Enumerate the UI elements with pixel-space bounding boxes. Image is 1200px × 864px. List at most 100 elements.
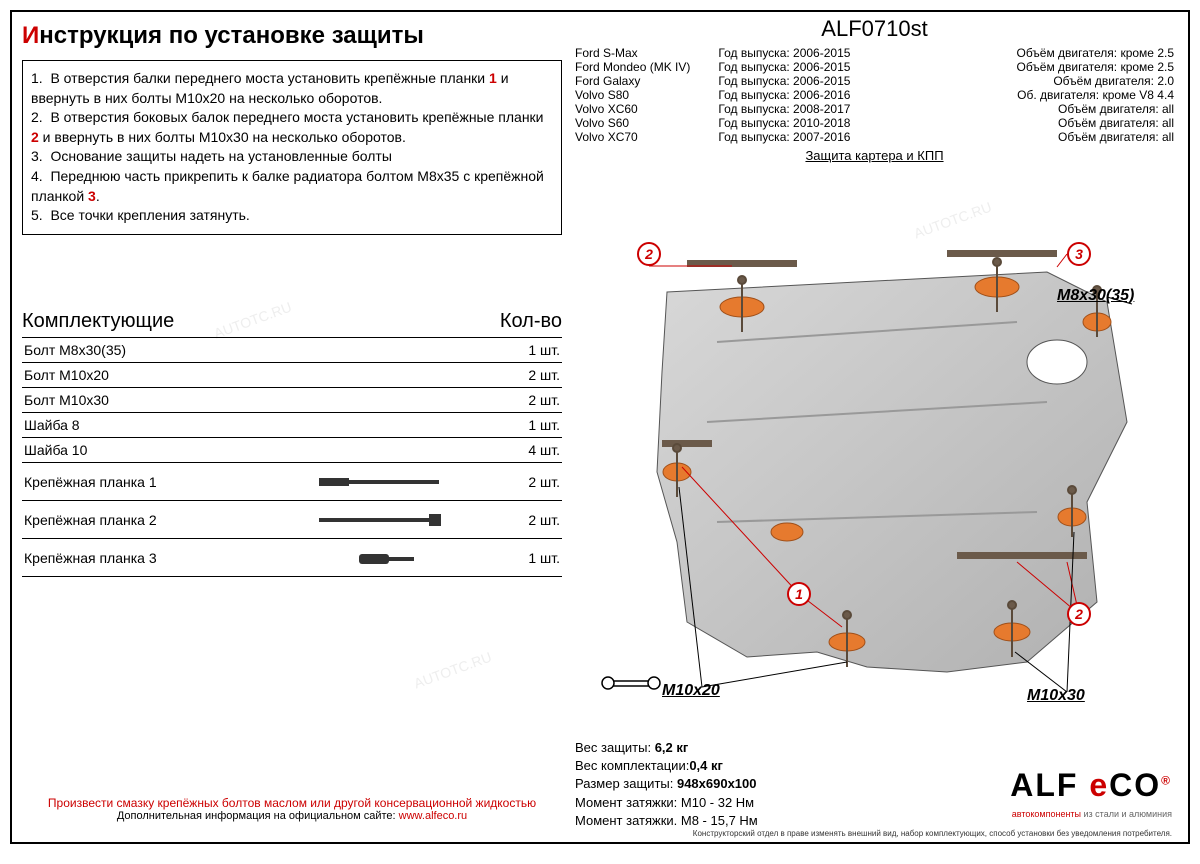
part-qty: 1 шт.	[502, 412, 562, 437]
logo-e: e	[1089, 767, 1109, 803]
vehicle-model: Ford S-Max	[575, 46, 690, 60]
bolt-label: M10x30	[1027, 687, 1085, 705]
part-qty: 1 шт.	[502, 338, 562, 363]
subtitle: Защита картера и КПП	[567, 148, 1182, 163]
vehicle-years: Год выпуска: 2006-2016	[718, 88, 850, 102]
parts-table: Болт М8х30(35)1 шт.Болт М10х202 шт.Болт …	[22, 338, 562, 463]
spec-line: Вес комплектации:0,4 кг	[575, 757, 758, 775]
vehicle-model: Ford Galaxy	[575, 74, 690, 88]
part-qty: 2 шт.	[502, 387, 562, 412]
vehicle-years: Год выпуска: 2007-2016	[718, 130, 850, 144]
vehicle-years: Год выпуска: 2006-2015	[718, 46, 850, 60]
vehicle-col-years: Год выпуска: 2006-2015Год выпуска: 2006-…	[718, 46, 850, 144]
vehicle-engine: Объём двигателя: кроме 2.5	[878, 46, 1174, 60]
vehicle-engine: Об. двигателя: кроме V8 4.4	[878, 88, 1174, 102]
part-number: ALF0710st	[567, 16, 1182, 42]
callout-3: 3	[1067, 242, 1091, 266]
bracket-row: Крепёжная планка 1 2 шт.	[22, 463, 562, 501]
logo-reg: ®	[1161, 773, 1172, 787]
parts-row: Болт М10х202 шт.	[22, 362, 562, 387]
logo-alf: ALF	[1010, 767, 1078, 803]
right-column: ALF0710st Ford S-MaxFord Mondeo (MK IV)F…	[567, 12, 1182, 842]
vehicle-col-engine: Объём двигателя: кроме 2.5Объём двигател…	[878, 46, 1174, 144]
logo-sub-grey: из стали и алюминия	[1081, 809, 1172, 819]
bracket-icon	[256, 501, 502, 539]
vehicle-years: Год выпуска: 2006-2015	[718, 60, 850, 74]
part-name: Шайба 10	[22, 437, 502, 462]
parts-header: Комплектующие Кол-во	[22, 310, 562, 338]
bolt-label: M8x30(35)	[1057, 287, 1134, 305]
spec-line: Момент затяжки. М8 - 15,7 Нм	[575, 812, 758, 830]
specs-block: Вес защиты: 6,2 кгВес комплектации:0,4 к…	[575, 739, 758, 830]
logo-text: ALF eCO®	[1010, 767, 1172, 804]
vehicle-model: Volvo XC60	[575, 102, 690, 116]
bracket-qty: 2 шт.	[502, 463, 562, 501]
vehicle-engine: Объём двигателя: all	[878, 116, 1174, 130]
vehicle-engine: Объём двигателя: all	[878, 130, 1174, 144]
page-title: Инструкция по установке защиты	[22, 22, 562, 50]
bracket-row: Крепёжная планка 2 2 шт.	[22, 501, 562, 539]
instruction-line: 1. В отверстия балки переднего моста уст…	[31, 69, 553, 108]
bracket-name: Крепёжная планка 3	[22, 539, 256, 577]
callout-2: 2	[1067, 602, 1091, 626]
vehicle-model: Volvo S60	[575, 116, 690, 130]
spec-line: Момент затяжки: М10 - 32 Нм	[575, 794, 758, 812]
parts-row: Болт М8х30(35)1 шт.	[22, 338, 562, 363]
page-frame: AUTOTC.RU AUTOTC.RU AUTOTC.RU AUTOTC.RU …	[10, 10, 1190, 844]
brackets-table: Крепёжная планка 12 шт.Крепёжная планка …	[22, 463, 562, 578]
vehicle-years: Год выпуска: 2006-2015	[718, 74, 850, 88]
fine-print: Конструкторский отдел в праве изменять в…	[693, 829, 1172, 838]
bracket-icon	[256, 463, 502, 501]
part-qty: 4 шт.	[502, 437, 562, 462]
vehicle-model: Volvo XC70	[575, 130, 690, 144]
vehicle-model: Volvo S80	[575, 88, 690, 102]
bracket-name: Крепёжная планка 2	[22, 501, 256, 539]
parts-row: Шайба 81 шт.	[22, 412, 562, 437]
left-column: Инструкция по установке защиты 1. В отве…	[22, 22, 562, 577]
vehicle-engine: Объём двигателя: all	[878, 102, 1174, 116]
vehicle-table: Ford S-MaxFord Mondeo (MK IV)Ford Galaxy…	[575, 46, 1174, 144]
bracket-qty: 1 шт.	[502, 539, 562, 577]
logo-sub-red: автокомпоненты	[1012, 809, 1081, 819]
vehicle-years: Год выпуска: 2010-2018	[718, 116, 850, 130]
bracket-icon	[256, 539, 502, 577]
instructions-box: 1. В отверстия балки переднего моста уст…	[22, 60, 562, 235]
instruction-line: 2. В отверстия боковых балок переднего м…	[31, 108, 553, 147]
instruction-line: 4. Переднюю часть прикрепить к балке рад…	[31, 167, 553, 206]
callout-2: 2	[637, 242, 661, 266]
lubricate-note: Произвести смазку крепёжных болтов масло…	[22, 796, 562, 810]
vehicle-years: Год выпуска: 2008-2017	[718, 102, 850, 116]
part-name: Шайба 8	[22, 412, 502, 437]
logo-subline: автокомпоненты из стали и алюминия	[1010, 804, 1172, 822]
spec-line: Вес защиты: 6,2 кг	[575, 739, 758, 757]
callout-1: 1	[787, 582, 811, 606]
logo-co: CO	[1109, 767, 1161, 803]
footer-link-line: Дополнительная информация на официальном…	[22, 810, 562, 822]
part-name: Болт М8х30(35)	[22, 338, 502, 363]
part-qty: 2 шт.	[502, 362, 562, 387]
logo: ALF eCO® автокомпоненты из стали и алюми…	[1010, 767, 1172, 822]
bracket-qty: 2 шт.	[502, 501, 562, 539]
vehicle-col-model: Ford S-MaxFord Mondeo (MK IV)Ford Galaxy…	[575, 46, 690, 144]
instruction-line: 5. Все точки крепления затянуть.	[31, 206, 553, 226]
parts-header-left: Комплектующие	[22, 310, 174, 333]
footer-link: www.alfeco.ru	[399, 810, 467, 822]
title-first-letter: И	[22, 22, 39, 49]
parts-row: Болт М10х302 шт.	[22, 387, 562, 412]
parts-header-right: Кол-во	[500, 310, 562, 333]
bracket-name: Крепёжная планка 1	[22, 463, 256, 501]
bolt-label: M10x20	[662, 682, 720, 700]
instruction-line: 3. Основание защиты надеть на установлен…	[31, 147, 553, 167]
vehicle-engine: Объём двигателя: кроме 2.5	[878, 60, 1174, 74]
footer-link-pre: Дополнительная информация на официальном…	[117, 810, 399, 822]
title-rest: нструкция по установке защиты	[39, 22, 424, 49]
part-name: Болт М10х20	[22, 362, 502, 387]
diagram: 2312 M8x30(35)M10x20M10x30	[567, 222, 1182, 692]
bracket-row: Крепёжная планка 3 1 шт.	[22, 539, 562, 577]
vehicle-engine: Объём двигателя: 2.0	[878, 74, 1174, 88]
watermark: AUTOTC.RU	[412, 649, 494, 692]
part-name: Болт М10х30	[22, 387, 502, 412]
spec-line: Размер защиты: 948x690x100	[575, 775, 758, 793]
parts-row: Шайба 104 шт.	[22, 437, 562, 462]
vehicle-model: Ford Mondeo (MK IV)	[575, 60, 690, 74]
